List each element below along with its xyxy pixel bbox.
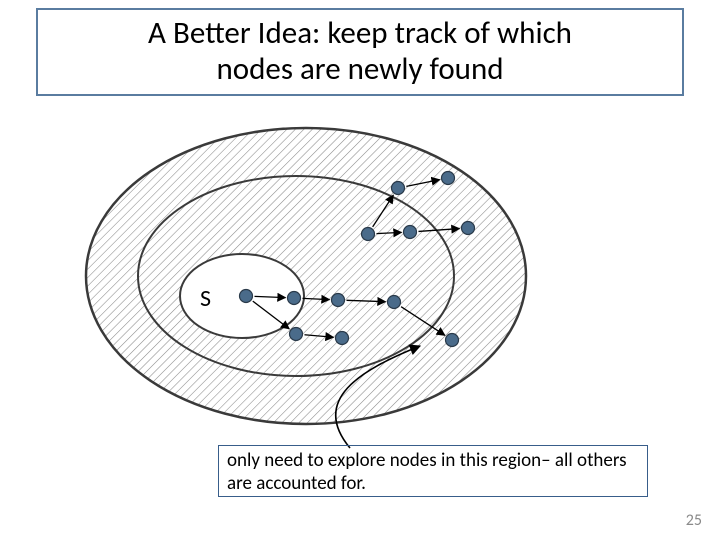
graph-node <box>362 228 375 241</box>
caption-text: only need to explore nodes in this regio… <box>227 449 627 495</box>
graph-node <box>332 294 345 307</box>
graph-node <box>462 222 475 235</box>
graph-node <box>404 226 417 239</box>
graph-node <box>288 292 301 305</box>
graph-node <box>290 328 303 341</box>
s-label: S <box>200 284 211 313</box>
caption-box: only need to explore nodes in this regio… <box>218 445 648 497</box>
graph-node <box>446 334 459 347</box>
page-number: 25 <box>686 511 702 530</box>
graph-node <box>336 332 349 345</box>
graph-node <box>388 296 401 309</box>
graph-node <box>392 182 405 195</box>
graph-node <box>240 290 253 303</box>
graph-node <box>442 172 455 185</box>
